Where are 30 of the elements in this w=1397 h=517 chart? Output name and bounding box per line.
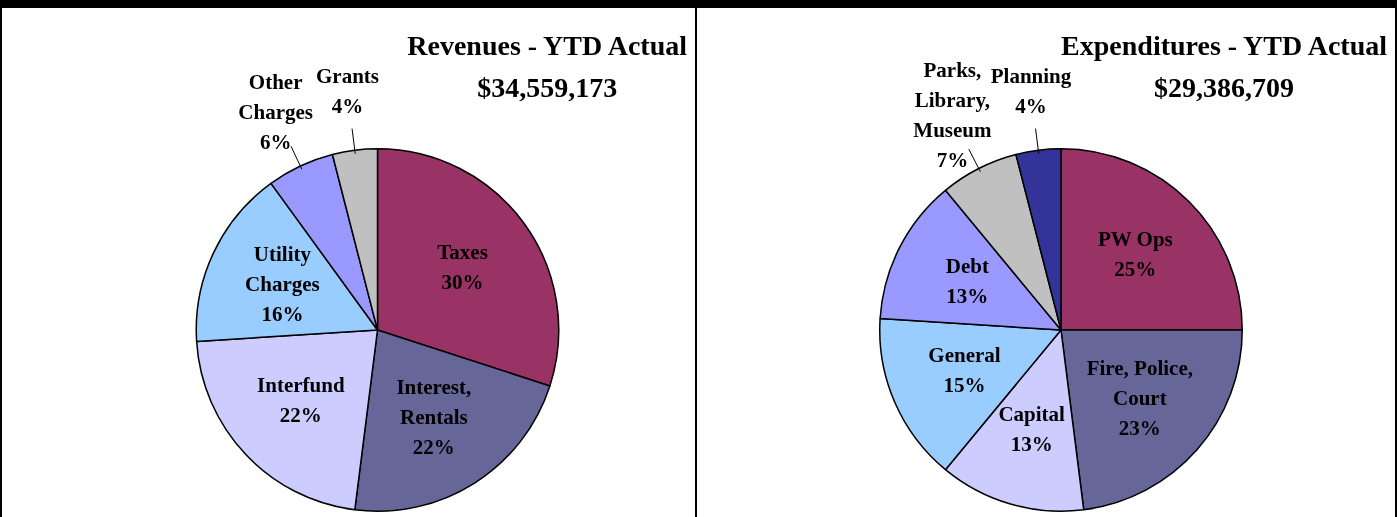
slice-label: PW Ops [1097,227,1173,252]
slice-label: General [928,343,1001,368]
slice-label: Interfund [257,373,345,398]
slice-label: Interest, Rentals [396,375,472,430]
chart-title: Expenditures - YTD Actual [1061,30,1387,62]
data-label: 13% [946,283,989,308]
data-label: 6% [259,129,292,154]
data-label: 23% [1118,415,1161,440]
slice-label: Utility Charges [245,241,320,296]
data-label: 30% [441,269,484,294]
slice-label: Grants [316,64,380,89]
slice-label: Debt [945,253,989,278]
slice-label: Fire, Police, Court [1086,355,1194,410]
data-label: 13% [1010,432,1053,457]
data-label: 22% [412,435,455,460]
slice-label: Other Charges [238,69,313,124]
data-label: 25% [1114,257,1157,282]
chart-subtitle: $29,386,709 [1154,72,1295,104]
slice-label: Taxes [437,239,488,264]
data-label: 22% [279,403,322,428]
chart-subtitle: $34,559,173 [477,72,618,104]
slice-label: Capital [998,402,1066,427]
chart-title: Revenues - YTD Actual [407,30,687,62]
data-label: 7% [936,148,969,173]
data-label: 4% [331,94,364,119]
slice-label: Parks, Library, Museum [913,58,992,143]
data-label: 16% [261,301,304,326]
data-label: 4% [1015,94,1047,119]
slice-label: Planning [990,64,1072,89]
data-label: 15% [943,373,986,398]
